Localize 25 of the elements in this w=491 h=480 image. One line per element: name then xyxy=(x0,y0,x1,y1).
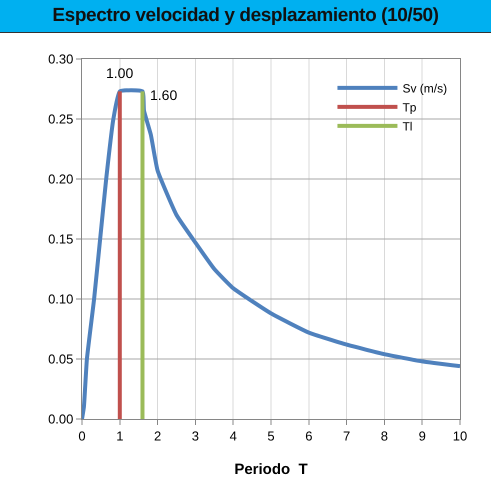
y-tick-label: 0.15 xyxy=(48,232,74,247)
x-tick-label: 7 xyxy=(342,428,350,444)
y-tick-label: 0.10 xyxy=(48,292,74,307)
annotation: 1.60 xyxy=(150,87,178,103)
x-axis-title: Periodo T xyxy=(234,461,308,478)
y-tick-label: 0.00 xyxy=(48,412,74,427)
legend-label: Tp xyxy=(402,100,417,115)
x-tick-label: 6 xyxy=(305,428,312,444)
x-tick-label: 10 xyxy=(452,428,468,444)
y-tick-label: 0.05 xyxy=(48,352,74,367)
x-tick-label: 5 xyxy=(267,428,275,444)
y-tick-label: 0.25 xyxy=(48,112,74,127)
x-tick-label: 2 xyxy=(154,428,162,444)
x-tick-label: 9 xyxy=(418,428,426,444)
x-tick-label: 1 xyxy=(116,428,124,444)
y-tick-label: 0.30 xyxy=(48,52,74,67)
x-tick-label: 8 xyxy=(380,428,388,444)
y-tick-label: 0.20 xyxy=(48,172,74,187)
x-tick-label: 3 xyxy=(192,428,200,444)
x-tick-label: 0 xyxy=(78,428,86,444)
legend-label: Tl xyxy=(402,120,412,134)
x-tick-label: 4 xyxy=(230,428,237,444)
chart-title: Espectro velocidad y desplazamiento (10/50) xyxy=(0,0,491,33)
annotation: 1.00 xyxy=(106,65,134,81)
legend-label: Sv (m/s) xyxy=(402,82,448,96)
